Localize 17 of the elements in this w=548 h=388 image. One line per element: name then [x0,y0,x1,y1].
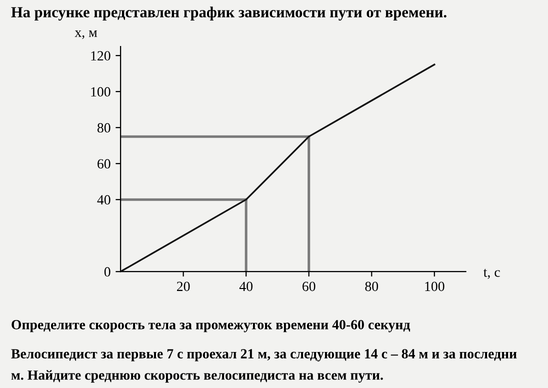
x-tick-label: 20 [176,282,190,292]
text: Определите скорость тела за промежуток времени 40-60 секунд [12,320,410,332]
chart-title: На рисунке представлен график зависимости пути от времени. [11,6,446,21]
y-tick-label: 100 [91,87,110,97]
text: м. Найдите среднюю скорость велосипедиста на всем пути. [11,370,383,383]
text: Велосипедист за первые 7 с проехал 21 м, за следующие 14 с – 84 м и за последни [11,349,517,362]
y-tick-label: 0 [104,267,110,277]
x-tick-label: 100 [425,282,444,292]
y-tick-label: 120 [91,51,110,61]
y-tick-label: 60 [98,159,110,169]
x-tick-label: 60 [302,282,316,292]
y-tick-label: 80 [97,123,110,133]
x-tick-label: 80 [365,282,378,292]
x-axis-title: t, с [483,268,500,279]
y-axis-title: x, м [74,30,98,39]
x-tick-label: 40 [239,282,253,292]
y-tick-label: 40 [97,195,110,205]
